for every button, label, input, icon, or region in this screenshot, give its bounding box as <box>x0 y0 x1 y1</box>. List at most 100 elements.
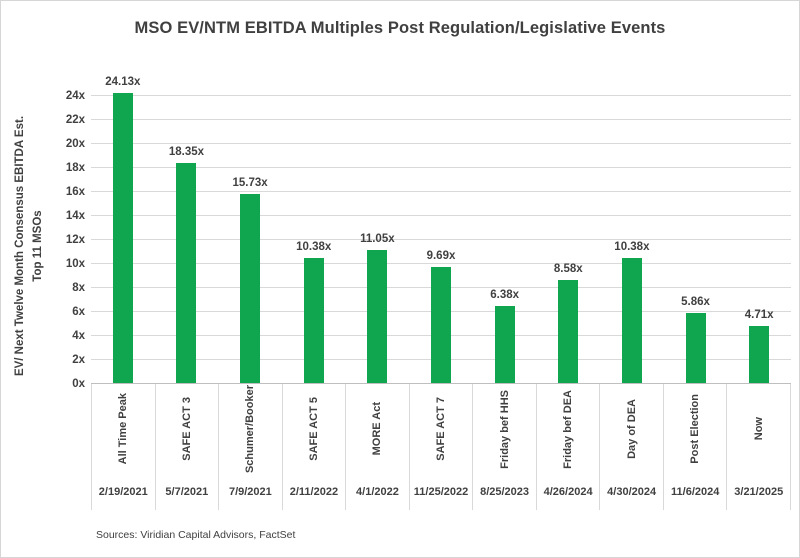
y-axis-tick-label: 2x <box>72 354 85 366</box>
category-label: Day of DEA <box>625 399 638 459</box>
category-date-wrap: 4/1/2022 <box>346 474 409 510</box>
category-date-label: 11/6/2024 <box>671 486 720 498</box>
category-date-wrap: 4/30/2024 <box>600 474 663 510</box>
category-cell: Friday bef DEA 4/26/2024 <box>535 384 600 510</box>
category-label: All Time Peak <box>117 393 130 465</box>
bar <box>240 194 261 383</box>
category-label: MORE Act <box>371 402 384 456</box>
category-cell: Schumer/Booker 7/9/2021 <box>218 384 282 510</box>
bar-value-label: 4.71x <box>744 309 774 322</box>
bar-column: 5.86x <box>664 80 728 384</box>
category-date-label: 4/30/2024 <box>607 486 657 498</box>
bar-value-label: 5.86x <box>681 295 710 308</box>
bar-value-label: 11.05x <box>360 233 395 246</box>
category-date-label: 4/26/2024 <box>543 486 593 498</box>
y-axis-tick-label: 8x <box>72 282 85 294</box>
category-label: Schumer/Booker <box>244 384 257 474</box>
bar <box>176 162 197 383</box>
category-label: Friday bef HHS <box>498 389 511 469</box>
category-label-wrap: SAFE ACT 7 <box>435 384 447 474</box>
category-date-label: 8/25/2023 <box>480 486 530 498</box>
category-label-wrap: MORE Act <box>371 384 383 474</box>
bar-column: 24.13x <box>91 76 155 384</box>
y-axis-tick-label: 14x <box>65 210 85 222</box>
bar-value-label: 10.38x <box>614 241 650 254</box>
bar-column: 15.73x <box>218 80 282 384</box>
bar-column: 4.71x <box>727 80 791 384</box>
y-axis-tick-label: 12x <box>65 234 85 246</box>
bar-value-label: 6.38x <box>490 289 520 302</box>
category-cell: SAFE ACT 5 2/11/2022 <box>281 384 346 510</box>
bar <box>685 312 706 383</box>
category-date-label: 3/21/2025 <box>734 486 784 498</box>
plot-area: 0x 2x 4x 6x 8x 10x 12x 14x 16x 18x 20x 22x 24x 24.13x… <box>66 76 791 390</box>
gridline <box>91 119 791 120</box>
y-axis-tick-label: 24x <box>65 90 85 102</box>
y-axis-tick-label: 4x <box>72 330 85 342</box>
bar-value-label: 24.13x <box>105 76 141 89</box>
category-cell: Now 3/21/2025 <box>726 384 792 510</box>
y-axis-tick-label: 22x <box>65 114 85 126</box>
category-label: SAFE ACT 5 <box>307 397 320 461</box>
category-date-label: 7/9/2021 <box>228 486 272 498</box>
category-cell: SAFE ACT 7 11/25/2022 <box>408 384 473 510</box>
bar-column: 11.05x <box>346 80 410 384</box>
y-axis-tick-label: 16x <box>65 186 85 198</box>
x-axis-category-area: All Time Peak 2/19/2021 SAFE ACT 3 5/7/2021… <box>91 384 792 510</box>
bar-column: 6.38x <box>473 80 537 384</box>
bar <box>621 258 642 383</box>
category-label-wrap: SAFE ACT 3 <box>181 384 193 474</box>
category-date-label: 5/7/2021 <box>165 486 209 498</box>
chart-title: MSO EV/NTM EBITDA Multiples Post Regulat… <box>134 19 666 37</box>
y-axis-tick-label: 18x <box>65 162 85 174</box>
category-date-wrap: 4/26/2024 <box>537 474 600 510</box>
bar-value-label: 18.35x <box>168 145 205 158</box>
category-date-label: 11/25/2022 <box>413 486 469 498</box>
category-date-wrap: 3/21/2025 <box>727 474 790 510</box>
category-date-wrap: 2/11/2022 <box>283 474 346 510</box>
source-note: Sources: Viridian Capital Advisors, Fact… <box>96 529 296 541</box>
category-date-wrap: 11/6/2024 <box>664 474 727 510</box>
bar <box>430 266 451 383</box>
bar-column: 10.38x <box>282 80 346 384</box>
bar <box>558 280 579 383</box>
category-date-wrap: 2/19/2021 <box>92 474 155 510</box>
gridline <box>91 215 791 216</box>
category-label: Friday bef DEA <box>562 389 575 469</box>
bar <box>303 258 324 383</box>
bar-value-label: 8.58x <box>553 263 583 276</box>
category-label-wrap: Schumer/Booker <box>244 384 256 474</box>
bar-value-label: 10.38x <box>296 241 332 254</box>
category-cell: Friday bef HHS 8/25/2023 <box>472 384 536 510</box>
category-label-wrap: SAFE ACT 5 <box>308 384 320 474</box>
category-date-label: 2/19/2021 <box>98 486 148 498</box>
gridline <box>91 263 791 264</box>
category-label-wrap: Day of DEA <box>626 384 638 474</box>
y-axis-tick-label: 10x <box>65 258 85 270</box>
x-axis-line <box>91 383 791 384</box>
category-cell: All Time Peak 2/19/2021 <box>91 384 155 510</box>
gridline <box>91 191 791 192</box>
bar <box>494 306 515 383</box>
y-axis-tick-label: 6x <box>72 306 85 318</box>
category-date-wrap: 5/7/2021 <box>156 474 219 510</box>
category-date-label: 4/1/2022 <box>356 486 399 498</box>
bar-value-label: 15.73x <box>232 177 268 190</box>
category-label: Post Election <box>689 394 702 464</box>
bar <box>112 93 133 383</box>
gridline <box>91 239 791 240</box>
category-cell: SAFE ACT 3 5/7/2021 <box>154 384 219 510</box>
bar-column: 10.38x <box>600 80 664 384</box>
y-axis-tick-label: 20x <box>65 138 85 150</box>
gridline <box>91 167 791 168</box>
bar <box>749 326 770 383</box>
category-date-label: 2/11/2022 <box>289 486 339 498</box>
category-label-wrap: Friday bef DEA <box>562 384 574 474</box>
y-axis-tick-label: 0x <box>72 378 85 390</box>
category-cell: MORE Act 4/1/2022 <box>345 384 409 510</box>
bar <box>367 250 388 383</box>
gridline <box>91 143 791 144</box>
gridline <box>91 95 791 96</box>
category-label: SAFE ACT 3 <box>180 397 193 461</box>
